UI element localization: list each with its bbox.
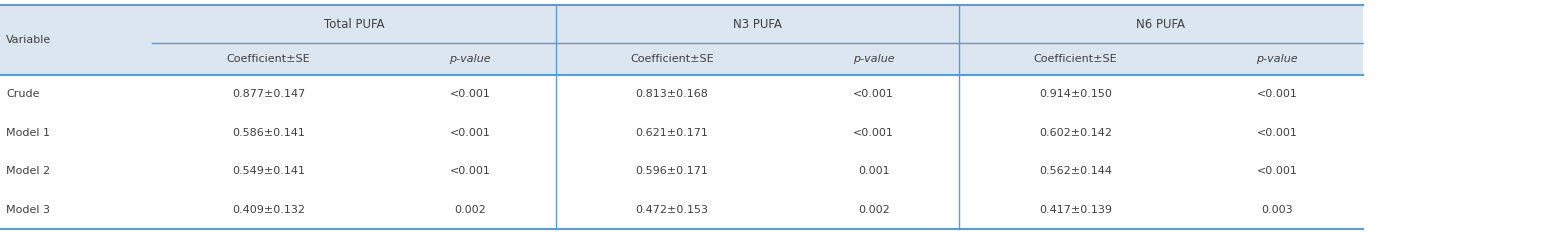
Text: 0.914±0.150: 0.914±0.150: [1040, 89, 1111, 99]
Text: 0.001: 0.001: [858, 166, 889, 176]
Text: 0.549±0.141: 0.549±0.141: [231, 166, 306, 176]
Text: p-value: p-value: [854, 54, 894, 64]
Text: Crude: Crude: [6, 89, 40, 99]
Text: Model 2: Model 2: [6, 166, 50, 176]
Text: <0.001: <0.001: [450, 128, 490, 138]
Text: Coefficient±SE: Coefficient±SE: [1034, 54, 1117, 64]
Text: 0.409±0.132: 0.409±0.132: [231, 205, 306, 215]
Text: Model 3: Model 3: [6, 205, 50, 215]
Text: Total PUFA: Total PUFA: [324, 18, 383, 30]
Text: N3 PUFA: N3 PUFA: [733, 18, 782, 30]
Text: 0.003: 0.003: [1262, 205, 1293, 215]
Text: Model 1: Model 1: [6, 128, 50, 138]
Text: <0.001: <0.001: [854, 89, 894, 99]
Text: <0.001: <0.001: [450, 89, 490, 99]
Text: p-value: p-value: [450, 54, 490, 64]
Text: <0.001: <0.001: [1257, 89, 1297, 99]
Text: <0.001: <0.001: [450, 166, 490, 176]
Text: <0.001: <0.001: [854, 128, 894, 138]
Text: 0.877±0.147: 0.877±0.147: [231, 89, 306, 99]
Text: <0.001: <0.001: [1257, 128, 1297, 138]
Text: 0.586±0.141: 0.586±0.141: [233, 128, 304, 138]
Text: 0.596±0.171: 0.596±0.171: [636, 166, 708, 176]
Text: 0.002: 0.002: [455, 205, 486, 215]
Text: 0.621±0.171: 0.621±0.171: [636, 128, 708, 138]
Text: 0.602±0.142: 0.602±0.142: [1038, 128, 1113, 138]
Text: 0.813±0.168: 0.813±0.168: [636, 89, 708, 99]
Text: 0.002: 0.002: [858, 205, 889, 215]
Text: 0.417±0.139: 0.417±0.139: [1038, 205, 1113, 215]
Text: p-value: p-value: [1257, 54, 1297, 64]
Text: Coefficient±SE: Coefficient±SE: [227, 54, 310, 64]
Text: <0.001: <0.001: [1257, 166, 1297, 176]
Text: 0.472±0.153: 0.472±0.153: [635, 205, 709, 215]
Text: Coefficient±SE: Coefficient±SE: [630, 54, 714, 64]
Text: 0.562±0.144: 0.562±0.144: [1038, 166, 1113, 176]
Text: Variable: Variable: [6, 35, 51, 45]
Text: N6 PUFA: N6 PUFA: [1136, 18, 1186, 30]
